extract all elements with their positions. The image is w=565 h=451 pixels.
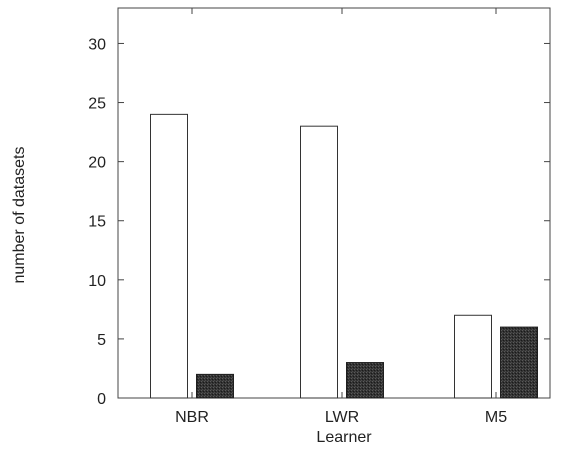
y-tick-label: 25 bbox=[88, 96, 106, 113]
bars-group bbox=[150, 113, 538, 399]
bar-nbr-series-1 bbox=[150, 113, 188, 399]
y-tick-label: 30 bbox=[88, 36, 106, 53]
y-tick-label: 15 bbox=[88, 214, 106, 231]
y-tick-label: 20 bbox=[88, 155, 106, 172]
y-tick-label: 10 bbox=[88, 273, 106, 290]
bar-m5-series-2 bbox=[500, 326, 538, 399]
bar-lwr-series-2 bbox=[346, 362, 384, 399]
y-tick-label: 5 bbox=[97, 332, 106, 349]
x-tick-label: M5 bbox=[485, 409, 507, 426]
x-tick-label: NBR bbox=[175, 409, 209, 426]
x-tick-label: LWR bbox=[325, 409, 359, 426]
x-axis-title: Learner bbox=[316, 429, 372, 446]
y-axis: 0 5 10 15 20 25 30 bbox=[88, 36, 550, 408]
bar-lwr-series-1 bbox=[300, 125, 338, 399]
bar-m5-series-1 bbox=[454, 314, 492, 399]
y-axis-title: number of datasets bbox=[11, 147, 28, 284]
y-tick-label: 0 bbox=[97, 391, 106, 408]
x-axis: NBR LWR M5 bbox=[175, 8, 507, 426]
bar-nbr-series-2 bbox=[196, 373, 234, 399]
